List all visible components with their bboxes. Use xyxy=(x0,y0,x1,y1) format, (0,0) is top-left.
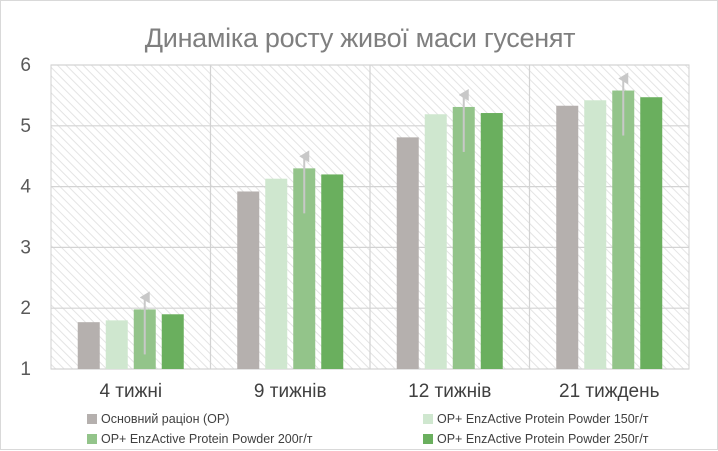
bar xyxy=(77,322,100,369)
legend-swatch xyxy=(423,434,433,444)
y-tick-label: 3 xyxy=(20,237,31,258)
bars-layer xyxy=(77,72,663,370)
bar xyxy=(265,178,288,369)
legend-swatch xyxy=(87,414,97,424)
legend-label: ОР+ EnzActive Protein Powder 200г/т xyxy=(101,432,313,446)
bar xyxy=(161,314,184,369)
x-tick-layer: 4 тижні 9 тижнів 12 тижнів 21 тиждень xyxy=(99,381,659,402)
y-tick-layer: 1 2 3 4 5 6 xyxy=(20,55,31,380)
grid-layer xyxy=(51,64,689,370)
chart-title: Динаміка росту живої маси гусенят xyxy=(144,23,576,53)
legend-item-250: ОР+ EnzActive Protein Powder 250г/т xyxy=(423,432,648,446)
bar xyxy=(321,174,344,369)
legend-item-base-ration: Основний раціон (ОР) xyxy=(87,412,229,426)
bar xyxy=(396,137,419,369)
x-tick-label: 4 тижні xyxy=(99,381,162,402)
x-tick-label: 12 тижнів xyxy=(408,381,491,402)
legend-swatch xyxy=(87,434,97,444)
bar xyxy=(105,320,128,369)
y-tick-label: 5 xyxy=(20,116,31,137)
legend-item-200: ОР+ EnzActive Protein Powder 200г/т xyxy=(87,432,312,446)
y-tick-label: 6 xyxy=(20,55,31,76)
legend-item-150: ОР+ EnzActive Protein Powder 150г/т xyxy=(423,412,648,426)
bar xyxy=(237,191,260,369)
y-tick-label: 1 xyxy=(20,359,31,380)
bar xyxy=(424,114,447,369)
x-tick-label: 21 тиждень xyxy=(559,381,660,402)
bar xyxy=(293,168,316,369)
legend-label: ОР+ EnzActive Protein Powder 150г/т xyxy=(437,412,649,426)
bar xyxy=(452,106,475,370)
legend-label: ОР+ EnzActive Protein Powder 250г/т xyxy=(437,432,649,446)
bar xyxy=(612,90,635,369)
bar xyxy=(556,105,579,370)
legend-label: Основний раціон (ОР) xyxy=(101,412,230,426)
y-tick-label: 2 xyxy=(20,298,31,319)
bar xyxy=(640,97,663,369)
bar xyxy=(480,113,503,369)
legend-swatch xyxy=(423,414,433,424)
y-tick-label: 4 xyxy=(20,177,31,198)
bar xyxy=(584,100,607,369)
x-tick-label: 9 тижнів xyxy=(254,381,327,402)
